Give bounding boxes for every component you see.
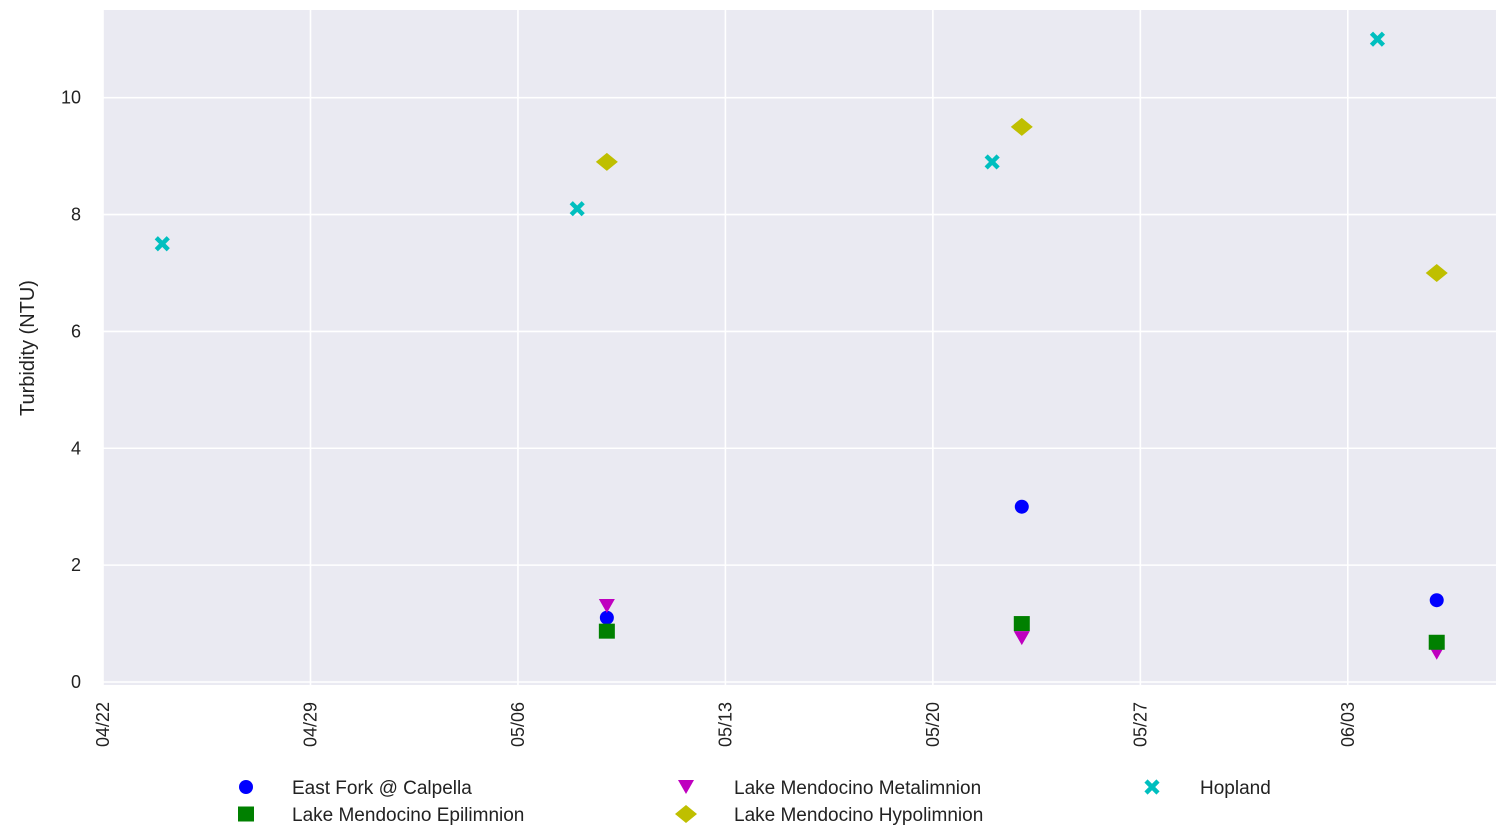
y-tick-label: 4 [71,438,81,458]
grid [102,10,1496,685]
y-tick-label: 6 [71,321,81,341]
data-point [1013,631,1030,646]
legend-label: Lake Mendocino Metalimnion [734,778,981,799]
y-axis-title: Turbidity (NTU) [17,280,39,416]
data-points [154,31,1448,660]
x-tick-label: 04/29 [300,702,320,747]
legend-marker [1144,779,1160,795]
plot-area [103,10,1496,685]
data-point [595,152,618,171]
data-point [569,201,585,217]
legend-label: East Fork @ Calpella [292,778,472,799]
data-point [598,623,615,639]
legend-marker [675,805,697,823]
legend: East Fork @ Calpella Lake Mendocino Metal… [238,778,1271,826]
y-ticks: 0 2 4 6 8 10 [61,88,81,692]
data-point [1429,593,1444,608]
legend-label: Hopland [1200,778,1271,799]
x-tick-label: 04/22 [93,702,113,747]
y-tick-label: 10 [61,88,81,108]
legend-label: Lake Mendocino Hypolimnion [734,805,983,826]
data-point [1428,634,1445,650]
data-point [154,236,170,252]
legend-marker [239,780,253,794]
data-point [1010,117,1033,136]
data-point [1013,616,1030,632]
x-tick-label: 05/13 [715,702,735,747]
data-point [598,599,615,614]
data-point [1425,263,1448,282]
data-point [984,154,1000,170]
legend-marker [238,806,254,822]
legend-label: Lake Mendocino Epilimnion [292,805,524,826]
y-tick-label: 2 [71,555,81,575]
data-point [1014,499,1029,514]
data-point [1369,31,1386,47]
legend-marker [678,780,694,794]
x-tick-label: 05/27 [1130,702,1150,747]
x-ticks: 04/22 04/29 05/06 05/13 05/20 05/27 06/03 [93,702,1358,747]
data-point [599,610,614,625]
x-tick-label: 05/20 [923,702,943,747]
x-tick-label: 05/06 [508,702,528,747]
y-tick-label: 0 [71,672,81,692]
y-tick-label: 8 [71,205,81,225]
x-tick-label: 06/03 [1338,702,1358,747]
